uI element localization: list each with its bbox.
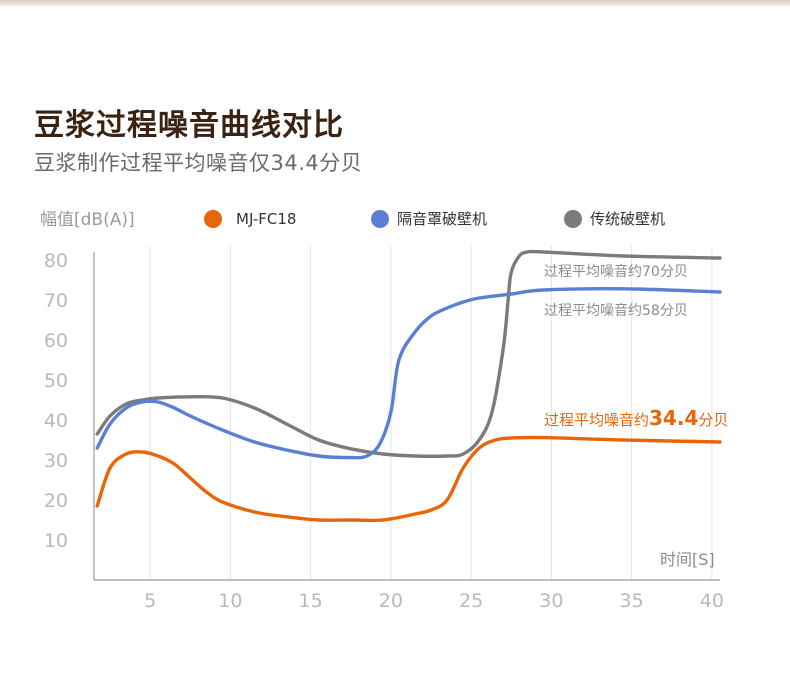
chart-title: 豆浆过程噪音曲线对比	[34, 108, 344, 143]
x-tick-label-20: 20	[379, 590, 403, 612]
legend-label-mjfc18: MJ-FC18	[236, 210, 296, 228]
y-tick-label-20: 20	[44, 490, 68, 512]
series-line-traditional	[95, 249, 722, 458]
x-tick-label-25: 25	[459, 590, 483, 612]
annotation-mjfc18-suffix: 分贝	[698, 411, 728, 429]
legend-label-soundproof: 隔音罩破壁机	[397, 210, 487, 228]
y-tick-label-30: 30	[44, 450, 68, 472]
x-tick-label-35: 35	[620, 590, 644, 612]
legend: MJ-FC18 隔音罩破壁机 传统破壁机	[204, 210, 665, 228]
series-lines	[95, 249, 722, 523]
x-tick-label-5: 5	[144, 590, 156, 612]
annotation-mjfc18-value: 34.4	[649, 406, 698, 430]
y-tick-label-60: 60	[44, 330, 68, 352]
x-tick-label-30: 30	[539, 590, 563, 612]
y-tick-labels: 10 20 30 40 50 60 70 80	[44, 250, 68, 552]
y-axis-label: 幅值[dB(A)]	[40, 210, 135, 230]
x-tick-label-40: 40	[700, 590, 724, 612]
legend-marker-mjfc18	[204, 210, 222, 228]
legend-marker-soundproof	[371, 210, 389, 228]
y-tick-label-10: 10	[44, 530, 68, 552]
annotation-mjfc18: 过程平均噪音约34.4分贝	[544, 406, 728, 430]
axes	[93, 252, 720, 581]
legend-marker-traditional	[564, 210, 582, 228]
x-tick-label-10: 10	[218, 590, 242, 612]
x-tick-label-15: 15	[299, 590, 323, 612]
chart-subtitle: 豆浆制作过程平均噪音仅34.4分贝	[34, 151, 363, 175]
y-tick-label-40: 40	[44, 410, 68, 432]
x-axis-label: 时间[S]	[660, 550, 715, 569]
annotation-traditional: 过程平均噪音约70分贝	[544, 263, 688, 280]
annotation-soundproof: 过程平均噪音约58分贝	[544, 302, 688, 319]
series-line-soundproof	[95, 287, 722, 460]
x-tick-labels: 5 10 15 20 25 30 35 40	[144, 590, 724, 612]
annotation-mjfc18-prefix: 过程平均噪音约	[544, 411, 649, 429]
y-tick-label-50: 50	[44, 370, 68, 392]
y-tick-label-80: 80	[44, 250, 68, 272]
legend-label-traditional: 传统破壁机	[590, 210, 665, 228]
series-line-mjfc18	[95, 435, 722, 523]
top-decor-band	[0, 0, 790, 6]
y-tick-label-70: 70	[44, 290, 68, 312]
